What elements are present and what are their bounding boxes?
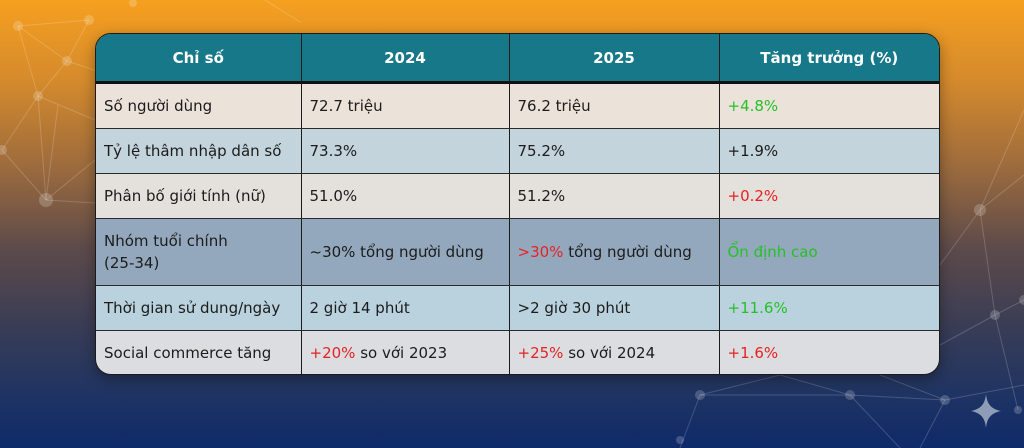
value-2025-cell: 75.2% [509, 128, 720, 174]
value-2025-cell: >2 giờ 30 phút [509, 285, 720, 331]
stats-table: Chỉ số 2024 2025 Tăng trưởng (%) Số ngườ… [96, 34, 939, 374]
highlight-text: +20% [309, 344, 356, 362]
table-row: Thời gian sử dung/ngày 2 giờ 14 phút >2 … [96, 285, 939, 331]
value-2024-cell: ~30% tổng người dùng [301, 218, 510, 286]
value-2025-cell: 51.2% [509, 173, 720, 219]
table-header-row: Chỉ số 2024 2025 Tăng trưởng (%) [96, 34, 939, 84]
growth-cell: +1.6% [719, 330, 939, 374]
metric-cell: Số người dùng [96, 82, 302, 129]
value-text: 51.0% [309, 187, 358, 205]
highlight-text: +25% [517, 344, 564, 362]
value-2024-cell: 51.0% [301, 173, 510, 219]
header-2024: 2024 [301, 34, 510, 84]
growth-cell: +0.2% [719, 173, 939, 219]
value-text: 75.2% [517, 142, 566, 160]
table-row: Social commerce tăng +20% so với 2023 +2… [96, 330, 939, 374]
value-text: 2 giờ 14 phút [309, 299, 410, 317]
value-2025-cell: 76.2 triệu [509, 82, 720, 129]
growth-cell: +11.6% [719, 285, 939, 331]
metric-cell: Social commerce tăng [96, 330, 302, 374]
value-text: so với 2024 [563, 344, 656, 362]
table-row: Số người dùng 72.7 triệu 76.2 triệu +4.8… [96, 82, 939, 129]
value-2024-cell: +20% so với 2023 [301, 330, 510, 374]
value-2024-cell: 73.3% [301, 128, 510, 174]
table-row: Phân bố giới tính (nữ) 51.0% 51.2% +0.2% [96, 173, 939, 219]
header-growth: Tăng trưởng (%) [719, 34, 939, 84]
header-metric: Chỉ số [96, 34, 302, 84]
sparkle-icon [971, 394, 1001, 428]
value-text: tổng người dùng [563, 243, 692, 261]
value-2024-cell: 2 giờ 14 phút [301, 285, 510, 331]
value-text: ~30% tổng người dùng [309, 243, 484, 261]
value-2025-cell: >30% tổng người dùng [509, 218, 720, 286]
header-2025: 2025 [509, 34, 720, 84]
metric-cell: Phân bố giới tính (nữ) [96, 173, 302, 219]
value-2024-cell: 72.7 triệu [301, 82, 510, 129]
table-row: Nhóm tuổi chính (25-34) ~30% tổng người … [96, 218, 939, 286]
growth-cell: Ổn định cao [719, 218, 939, 286]
value-text: 51.2% [517, 187, 566, 205]
value-text: >2 giờ 30 phút [517, 299, 631, 317]
stats-table-card: Chỉ số 2024 2025 Tăng trưởng (%) Số ngườ… [95, 33, 940, 375]
growth-cell: +1.9% [719, 128, 939, 174]
highlight-text: >30% [517, 243, 564, 261]
value-text: 73.3% [309, 142, 358, 160]
value-text: so với 2023 [355, 344, 448, 362]
metric-cell: Tỷ lệ thâm nhập dân số [96, 128, 302, 174]
value-text: 76.2 triệu [517, 97, 591, 115]
metric-cell: Nhóm tuổi chính (25-34) [96, 218, 302, 286]
table-row: Tỷ lệ thâm nhập dân số 73.3% 75.2% +1.9% [96, 128, 939, 174]
value-2025-cell: +25% so với 2024 [509, 330, 720, 374]
growth-cell: +4.8% [719, 82, 939, 129]
metric-cell: Thời gian sử dung/ngày [96, 285, 302, 331]
value-text: 72.7 triệu [309, 97, 383, 115]
